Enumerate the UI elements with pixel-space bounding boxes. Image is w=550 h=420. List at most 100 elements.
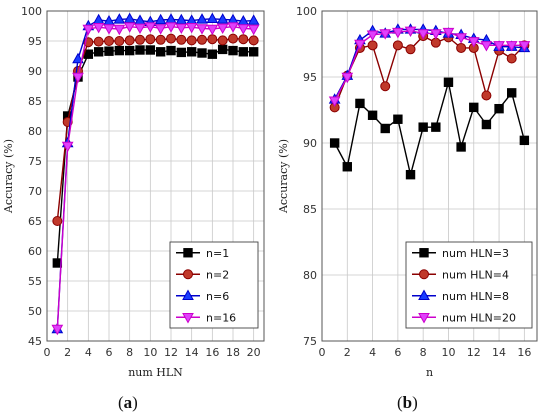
data-point — [206, 12, 219, 23]
plot-frame-a — [46, 10, 265, 342]
y-tick-label: 80 — [28, 125, 42, 138]
y-tick-label: 55 — [28, 275, 42, 288]
data-point — [238, 34, 249, 45]
legend-marker — [419, 248, 429, 258]
y-tick-label: 90 — [303, 137, 317, 150]
data-point — [227, 22, 239, 33]
y-tick-label: 100 — [21, 5, 42, 18]
legend-label: num HLN=3 — [442, 247, 509, 260]
data-point — [342, 162, 352, 172]
data-point — [114, 45, 125, 56]
data-point — [103, 24, 115, 35]
x-tick-label: 14 — [492, 346, 506, 359]
legend-marker — [182, 289, 194, 300]
y-tick-label: 95 — [303, 71, 317, 84]
y-tick-label: 85 — [28, 95, 42, 108]
data-point — [456, 142, 466, 152]
y-tick-label: 95 — [28, 35, 42, 48]
y-tick-label: 70 — [28, 185, 42, 198]
data-point — [145, 45, 156, 55]
data-point — [418, 122, 428, 132]
data-point — [104, 36, 114, 46]
data-point — [417, 29, 430, 40]
data-point — [51, 324, 64, 336]
x-tick-label: 8 — [420, 346, 427, 359]
x-tick-label: 4 — [369, 346, 376, 359]
data-point — [123, 22, 136, 33]
legend-label: n=16 — [206, 311, 236, 324]
data-point — [207, 49, 218, 59]
x-tick-label: 10 — [441, 346, 455, 359]
data-point — [93, 36, 104, 47]
x-tick-label: 10 — [143, 346, 157, 359]
data-point — [366, 30, 379, 41]
data-point — [135, 45, 145, 55]
data-point — [155, 47, 166, 57]
data-point — [247, 14, 260, 25]
legend-marker — [183, 269, 193, 280]
data-point — [329, 138, 340, 148]
data-point — [186, 35, 197, 46]
data-point — [166, 33, 176, 44]
data-point — [507, 88, 517, 98]
data-point — [166, 45, 176, 56]
data-point — [175, 23, 188, 35]
data-point — [518, 41, 531, 52]
data-point — [429, 29, 442, 40]
legend-label: n=1 — [206, 247, 229, 260]
data-point — [405, 169, 416, 180]
data-point — [185, 23, 198, 34]
y-tick-label: 45 — [28, 335, 42, 348]
data-point — [431, 122, 441, 132]
data-point — [154, 24, 167, 35]
x-tick-label: 2 — [64, 346, 71, 359]
series-num HLN=3 — [329, 77, 530, 180]
x-tick-label: 16 — [205, 346, 219, 359]
data-point — [176, 34, 187, 45]
legend-marker — [182, 313, 194, 324]
data-point — [519, 135, 530, 146]
data-point — [176, 47, 187, 58]
series-num HLN=20 — [328, 26, 531, 107]
data-point — [247, 24, 260, 36]
data-point — [206, 24, 219, 36]
data-point — [480, 41, 493, 52]
x-tick-label: 16 — [517, 346, 531, 359]
data-point — [367, 110, 378, 120]
x-axis-label: n — [426, 366, 433, 379]
panel-label-b: (b) — [397, 393, 418, 412]
legend-b: num HLN=3 num HLN=4 num HLN=8 num HLN=20 — [405, 241, 533, 329]
data-point — [196, 13, 208, 24]
data-point — [197, 34, 207, 45]
data-point — [380, 81, 391, 92]
data-point — [467, 37, 480, 48]
data-point — [505, 41, 518, 52]
data-point — [217, 35, 228, 46]
data-point — [455, 33, 467, 44]
data-point — [92, 23, 105, 34]
legend-label: num HLN=8 — [442, 290, 509, 303]
data-point — [207, 34, 218, 45]
data-point — [380, 123, 390, 134]
data-point — [228, 45, 238, 56]
x-tick-label: 14 — [185, 346, 199, 359]
data-point — [154, 13, 167, 25]
x-axis-label: num HLN — [128, 366, 183, 379]
plot-frame-b — [321, 10, 538, 342]
data-point — [124, 35, 135, 46]
data-point — [393, 114, 403, 124]
x-tick-label: 4 — [85, 346, 92, 359]
data-point — [135, 34, 145, 45]
data-point — [72, 52, 84, 64]
data-point — [341, 72, 354, 84]
data-point — [248, 47, 259, 57]
y-tick-label: 65 — [28, 215, 42, 228]
series-n=1 — [52, 44, 259, 268]
y-tick-label: 75 — [303, 335, 317, 348]
x-tick-label: 20 — [247, 346, 261, 359]
data-point — [392, 27, 404, 39]
x-tick-label: 18 — [226, 346, 240, 359]
data-point — [114, 36, 125, 46]
data-point — [493, 41, 505, 52]
legend-marker — [418, 289, 430, 300]
